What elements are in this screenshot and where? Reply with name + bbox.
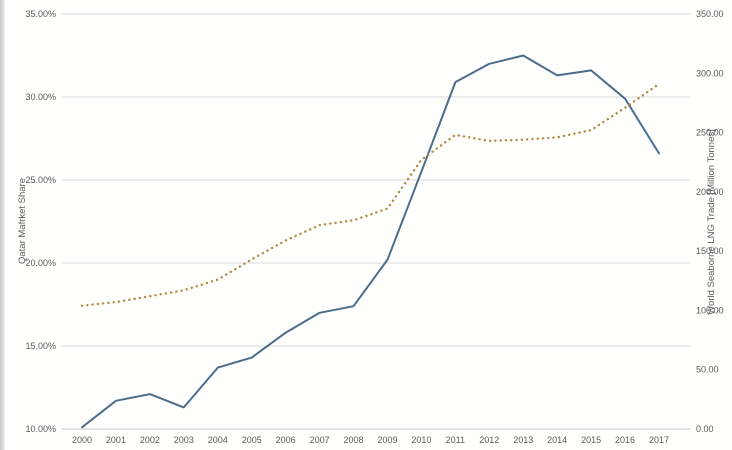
x-axis-tick-label: 2009 xyxy=(377,435,397,445)
window-left-edge xyxy=(0,0,5,450)
right-axis-tick-label: 200.00 xyxy=(696,187,724,197)
x-axis-tick-label: 2008 xyxy=(344,435,364,445)
x-axis-tick-label: 2017 xyxy=(649,435,669,445)
left-axis-tick-label: 30.00% xyxy=(25,92,56,102)
series-layer xyxy=(80,54,661,429)
x-axis-tick-label: 2002 xyxy=(140,435,160,445)
x-axis-tick-label: 2004 xyxy=(208,435,228,445)
right-axis-tick-label: 300.00 xyxy=(696,68,724,78)
x-axis-tick-label: 2003 xyxy=(174,435,194,445)
world-seaborne-lng-trade-dotted-line xyxy=(80,82,661,307)
x-axis-tick-label: 2007 xyxy=(310,435,330,445)
left-axis-tick-label: 20.00% xyxy=(25,258,56,268)
x-axis-tick-label: 2010 xyxy=(411,435,431,445)
left-axis-tick-label: 25.00% xyxy=(25,175,56,185)
x-axis-tick-label: 2014 xyxy=(547,435,567,445)
x-axis-tick-label: 2001 xyxy=(106,435,126,445)
right-axis-tick-label: 350.00 xyxy=(696,9,724,19)
left-axis-title: Qatar Mafrket Share xyxy=(17,178,28,264)
x-axis-tick-label: 2012 xyxy=(479,435,499,445)
right-axis-tick-label: 100.00 xyxy=(696,305,724,315)
x-axis-tick-label: 2006 xyxy=(276,435,296,445)
left-axis-tick-label: 10.00% xyxy=(25,424,56,434)
x-axis-tick-label: 2011 xyxy=(446,435,465,445)
tick-labels-layer: 10.00% 15.00% 20.00% 25.00% 30.00% 35.00% 0.00… xyxy=(25,9,723,445)
right-axis-tick-label: 0.00 xyxy=(696,424,714,434)
x-axis-tick-label: 2016 xyxy=(615,435,635,445)
x-axis-tick-label: 2015 xyxy=(581,435,601,445)
gridlines-layer xyxy=(62,13,690,430)
left-axis-tick-label: 35.00% xyxy=(25,9,56,19)
right-axis-title: World Seaborne LNG Trade [Million Tonnes… xyxy=(706,129,717,315)
right-axis-tick-label: 250.00 xyxy=(696,128,724,138)
left-axis-tick-label: 15.00% xyxy=(25,341,56,351)
qatar-market-share-line xyxy=(81,54,660,429)
x-axis-tick-label: 2005 xyxy=(242,435,262,445)
x-axis-tick-label: 2013 xyxy=(513,435,533,445)
right-axis-tick-label: 150.00 xyxy=(696,246,724,256)
x-axis-tick-label: 2000 xyxy=(72,435,92,445)
right-axis-tick-label: 50.00 xyxy=(696,365,719,375)
